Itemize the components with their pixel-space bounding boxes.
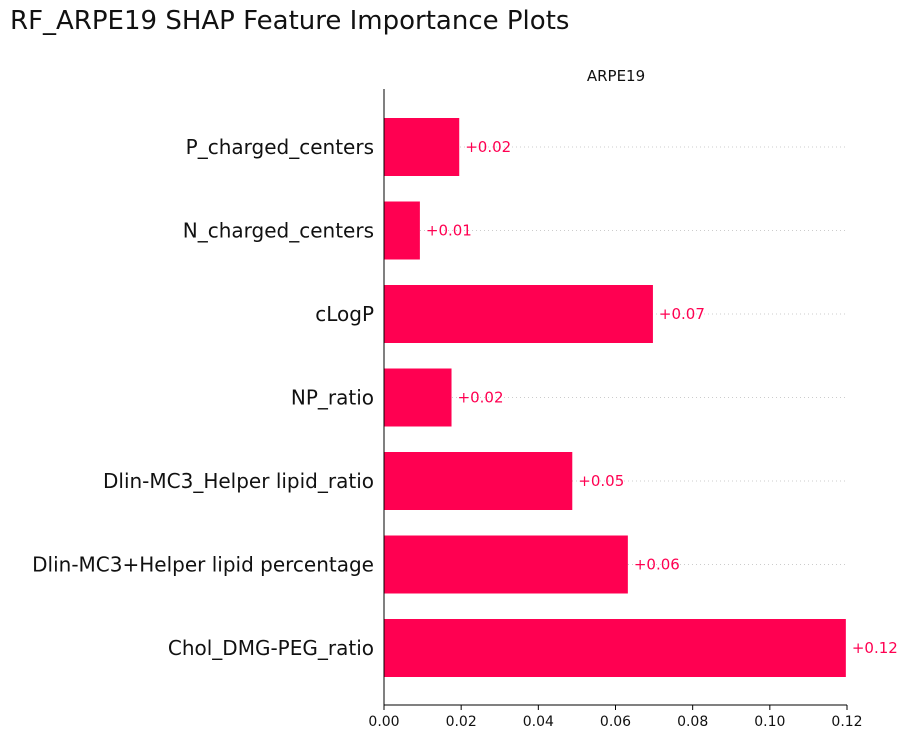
subplot-title: ARPE19 [587, 67, 645, 85]
value-label: +0.01 [426, 222, 472, 240]
value-labels: +0.02 +0.01 +0.07 +0.02 +0.05 +0.06 +0.12 [426, 138, 898, 657]
category-labels: P_charged_centers N_charged_centers cLogP N… [32, 135, 374, 660]
bars [384, 118, 846, 677]
x-tick-label: 0.04 [523, 714, 554, 730]
value-label: +0.12 [852, 639, 898, 657]
category-label: cLogP [315, 302, 374, 326]
x-tick-label: 0.10 [754, 714, 785, 730]
x-tick-label: 0.00 [368, 714, 399, 730]
x-tick-label: 0.12 [831, 714, 862, 730]
bar [384, 368, 452, 427]
x-tick-label: 0.02 [446, 714, 477, 730]
category-label: Chol_DMG-PEG_ratio [168, 636, 374, 660]
category-label: Dlin-MC3+Helper lipid percentage [32, 553, 374, 577]
bar [384, 118, 460, 176]
bar [384, 452, 573, 510]
x-axis: 0.00 0.02 0.04 0.06 0.08 0.10 0.12 [368, 704, 863, 730]
bar [384, 619, 846, 677]
value-label: +0.02 [458, 389, 504, 407]
value-label: +0.06 [634, 556, 680, 574]
bar [384, 285, 653, 343]
bar [384, 201, 420, 260]
category-label: N_charged_centers [183, 219, 374, 243]
category-label: Dlin-MC3_Helper lipid_ratio [103, 469, 374, 493]
category-label: NP_ratio [291, 386, 374, 410]
value-label: +0.07 [659, 305, 705, 323]
x-tick-label: 0.08 [677, 714, 708, 730]
x-tick-label: 0.06 [600, 714, 631, 730]
value-label: +0.02 [465, 138, 511, 156]
bar [384, 535, 628, 594]
value-label: +0.05 [578, 472, 624, 490]
category-label: P_charged_centers [186, 135, 374, 159]
page-title: RF_ARPE19 SHAP Feature Importance Plots [10, 6, 570, 36]
